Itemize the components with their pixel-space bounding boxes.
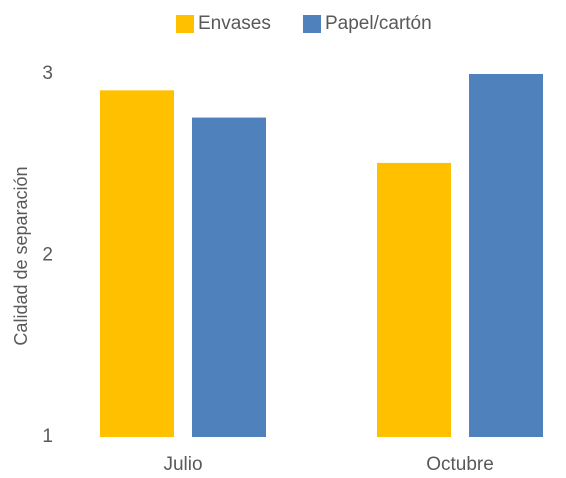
bar-papel-cart-n-octubre — [469, 74, 543, 437]
bar-envases-octubre — [377, 162, 451, 437]
y-tick-label: 1 — [42, 426, 53, 447]
legend-label: Papel/cartón — [325, 13, 432, 34]
x-tick-label: Julio — [163, 454, 202, 475]
y-tick-label: 2 — [42, 245, 53, 266]
bar-papel-cart-n-julio — [192, 117, 266, 437]
legend-swatch — [303, 15, 321, 33]
y-axis-title: Calidad de separación — [11, 166, 31, 345]
x-axis-labels: Julio Octubre — [163, 454, 493, 475]
bar-envases-julio — [100, 90, 174, 438]
chart-legend: Envases Papel/cartón — [176, 13, 432, 34]
bars — [100, 74, 543, 438]
x-tick-label: Octubre — [426, 454, 494, 475]
legend-swatch — [176, 15, 194, 33]
y-axis-ticks: 1 2 3 — [42, 63, 53, 447]
legend-label: Envases — [198, 13, 271, 34]
y-tick-label: 3 — [42, 63, 53, 84]
